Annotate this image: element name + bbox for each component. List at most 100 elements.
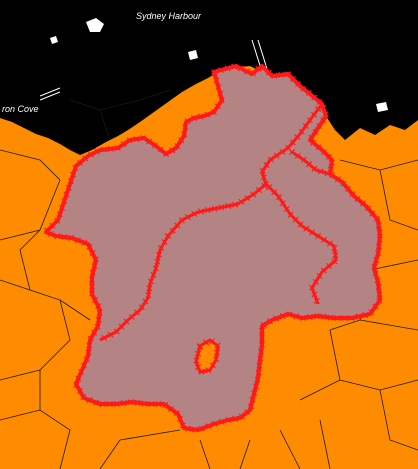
outline-marker (87, 151, 95, 158)
outline-marker (65, 184, 72, 191)
outline-marker (286, 311, 293, 318)
outline-marker (273, 315, 280, 322)
outline-marker (313, 297, 320, 304)
outline-marker (178, 137, 185, 144)
outline-marker (320, 117, 327, 124)
outline-marker (299, 314, 306, 321)
outline-marker (146, 138, 153, 145)
outline-marker (312, 278, 319, 285)
boundary-line (99, 429, 181, 469)
outline-marker (54, 217, 61, 224)
outline-marker (308, 134, 315, 141)
outline-marker (273, 152, 280, 159)
outline-marker (214, 103, 221, 110)
outline-marker (263, 162, 270, 169)
outline-marker (231, 63, 238, 70)
outline-marker (179, 422, 186, 429)
outline-marker (174, 142, 181, 150)
outline-marker (138, 304, 145, 311)
outline-marker (255, 65, 262, 72)
outline-marker (217, 90, 224, 97)
outline-marker (83, 356, 90, 363)
outline-marker (88, 276, 96, 283)
outline-marker (244, 409, 251, 416)
outline-marker (244, 195, 251, 202)
outline-marker (133, 136, 140, 143)
outline-marker (214, 349, 221, 356)
outline-marker (178, 217, 185, 224)
outline-marker (348, 314, 355, 322)
boundary-line (199, 439, 211, 469)
outline-marker (107, 145, 114, 152)
outline-marker (258, 334, 266, 341)
outline-marker (67, 178, 74, 185)
outline-marker (158, 245, 165, 252)
outline-marker (283, 205, 290, 213)
outline-marker (184, 118, 191, 125)
outline-marker (204, 207, 211, 214)
outline-marker (218, 97, 225, 104)
outline-marker (260, 64, 267, 71)
outline-marker (214, 342, 221, 349)
outline-marker (354, 195, 361, 202)
outline-marker (210, 68, 218, 76)
outline-marker (54, 233, 61, 240)
outline-marker (312, 128, 319, 135)
outline-marker (93, 399, 100, 406)
outline-marker (218, 204, 225, 211)
outline-marker (100, 146, 107, 153)
outline-marker (75, 375, 82, 382)
outline-marker (256, 362, 263, 369)
outline-marker (174, 222, 181, 229)
outline-marker (113, 400, 120, 407)
boundary-line (239, 439, 251, 469)
outline-marker (185, 213, 192, 221)
outline-marker (157, 146, 164, 153)
outline-marker (107, 331, 114, 338)
boundary-line (329, 319, 418, 381)
outline-marker (94, 323, 101, 330)
island-4 (376, 102, 388, 112)
outline-marker (194, 364, 202, 371)
outline-marker (202, 339, 210, 346)
outline-marker (73, 381, 80, 388)
outline-marker (185, 425, 192, 432)
outline-marker (297, 221, 304, 228)
island-3 (188, 50, 198, 60)
outline-marker (372, 270, 379, 277)
outline-marker (311, 94, 318, 101)
outline-marker (292, 216, 299, 223)
outline-marker (306, 314, 313, 321)
outline-marker (290, 76, 297, 83)
outline-marker (258, 348, 265, 355)
outline-marker (311, 165, 318, 172)
outline-marker (309, 284, 316, 291)
outline-marker (327, 314, 334, 321)
outline-marker (85, 349, 92, 356)
outline-marker (209, 362, 216, 369)
outline-marker (217, 67, 224, 74)
outline-marker (262, 180, 270, 188)
outline-marker (285, 71, 292, 78)
outline-marker (213, 356, 220, 363)
outline-marker (164, 232, 172, 240)
outline-marker (373, 257, 380, 264)
outline-marker (303, 225, 310, 232)
outline-marker (211, 420, 218, 427)
boundary-line (319, 419, 331, 469)
outline-marker (197, 113, 204, 120)
outline-marker (249, 70, 257, 77)
outline-marker (315, 106, 322, 113)
outline-marker (364, 205, 371, 212)
outline-marker (344, 185, 351, 192)
outline-marker (89, 250, 96, 257)
outline-marker (254, 376, 261, 383)
outline-marker (86, 342, 93, 349)
outline-marker (95, 316, 102, 323)
outline-marker (315, 144, 322, 151)
outline-marker (225, 202, 232, 209)
outline-marker (225, 416, 232, 423)
outline-marker (88, 290, 96, 297)
outline-marker (293, 313, 300, 320)
